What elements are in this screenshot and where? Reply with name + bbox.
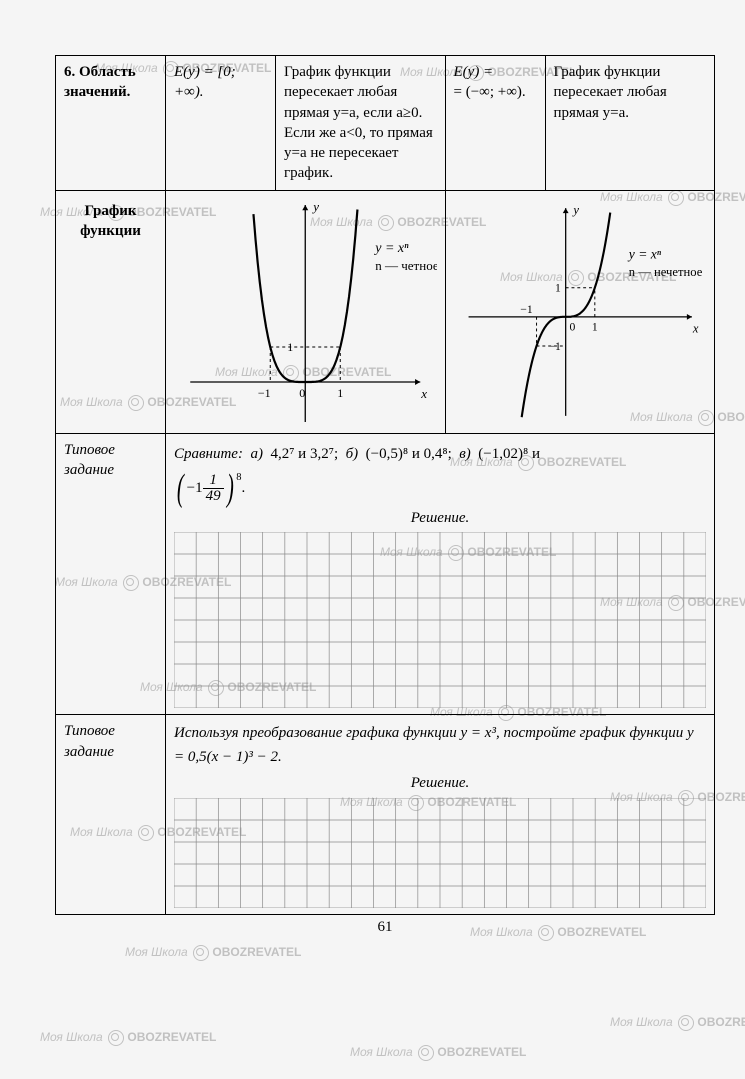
task2-body-cell: Используя преобразование графика функции… <box>166 715 715 914</box>
range-c4: График функции пересекает любая прямая y… <box>554 64 667 121</box>
task1-c-body: (−1,02)⁸ и <box>478 446 540 462</box>
task1-a-body: 4,2⁷ и 3,2⁷; <box>270 446 338 462</box>
lparen-icon: ( <box>177 477 184 500</box>
svg-text:x: x <box>420 386 427 401</box>
range-label-cell: 6. Область значений. <box>56 56 166 191</box>
task1-label: Типовое задание <box>64 442 115 478</box>
frac-den: 49 <box>203 489 224 504</box>
task2-prompt: Используя преобразование графика функции… <box>174 721 706 769</box>
task2-label: Типовое задание <box>64 723 115 759</box>
svg-text:1: 1 <box>591 320 597 333</box>
task1-grid <box>174 532 706 708</box>
svg-text:n — четное: n — четное <box>375 258 436 273</box>
row-range: 6. Область значений. E(y) = [0; +∞). Гра… <box>56 56 715 191</box>
page-content: 6. Область значений. E(y) = [0; +∞). Гра… <box>55 55 715 936</box>
svg-text:y: y <box>311 199 319 214</box>
chart-even: x y −1 0 1 1 y = xⁿ n — четное <box>174 197 437 427</box>
chart-odd-cell: x y −1 0 1 1 −1 y = xⁿ n — нечетное <box>445 190 715 433</box>
task2-grid <box>174 798 706 908</box>
task1-lead: Сравните: <box>174 446 243 462</box>
page-number: 61 <box>55 919 715 936</box>
fraction: 149 <box>203 473 224 504</box>
svg-text:n — нечетное: n — нечетное <box>628 265 702 279</box>
range-col4: График функции пересекает любая прямая y… <box>545 56 715 191</box>
range-c1: E(y) = [0; +∞). <box>174 64 236 100</box>
chart-even-cell: x y −1 0 1 1 y = xⁿ n — четное <box>166 190 446 433</box>
svg-text:1: 1 <box>287 340 293 354</box>
row-task2: Типовое задание Используя преобразование… <box>56 715 715 914</box>
svg-text:y: y <box>571 202 579 216</box>
task2-text: Используя преобразование графика функции… <box>174 725 694 765</box>
range-c3a: E(y) = <box>454 64 494 80</box>
row-graph: График функции x y −1 0 1 1 y = xⁿ n — ч… <box>56 190 715 433</box>
range-col3: E(y) = = (−∞; +∞). <box>445 56 545 191</box>
task2-label-cell: Типовое задание <box>56 715 166 914</box>
chart-odd: x y −1 0 1 1 −1 y = xⁿ n — нечетное <box>454 197 707 427</box>
frac-num: 1 <box>203 473 224 489</box>
graph-label: График функции <box>80 203 141 239</box>
graph-label-cell: График функции <box>56 190 166 433</box>
task1-c-label: в) <box>459 446 471 462</box>
rparen-icon: ) <box>226 477 233 500</box>
task1-label-cell: Типовое задание <box>56 433 166 715</box>
task1-solution-hdr: Решение. <box>174 508 706 528</box>
svg-text:1: 1 <box>554 281 560 294</box>
task1-b-body: (−0,5)⁸ и 0,4⁸; <box>366 446 452 462</box>
svg-text:y = xⁿ: y = xⁿ <box>626 246 661 261</box>
frac-whole: −1 <box>187 480 203 496</box>
range-c2: График функции пересекает любая прямая y… <box>284 64 433 181</box>
task1-b-label: б) <box>346 446 359 462</box>
svg-text:x: x <box>691 321 698 335</box>
row-num: 6. <box>64 64 75 80</box>
svg-text:−1: −1 <box>548 339 561 352</box>
range-col2: График функции пересекает любая прямая y… <box>276 56 446 191</box>
task1-a-label: а) <box>250 446 263 462</box>
svg-text:−1: −1 <box>258 386 271 400</box>
task1-prompt: Сравните: а) 4,2⁷ и 3,2⁷; б) (−0,5)⁸ и 0… <box>174 440 706 505</box>
range-label: Область значений. <box>64 64 136 100</box>
svg-text:1: 1 <box>337 386 343 400</box>
task2-solution-hdr: Решение. <box>174 773 706 793</box>
row-task1: Типовое задание Сравните: а) 4,2⁷ и 3,2⁷… <box>56 433 715 715</box>
svg-text:0: 0 <box>299 386 305 400</box>
range-c3b: = (−∞; +∞). <box>454 84 526 100</box>
main-table: 6. Область значений. E(y) = [0; +∞). Гра… <box>55 55 715 915</box>
task1-body-cell: Сравните: а) 4,2⁷ и 3,2⁷; б) (−0,5)⁸ и 0… <box>166 433 715 715</box>
svg-text:0: 0 <box>569 320 575 333</box>
range-col1: E(y) = [0; +∞). <box>166 56 276 191</box>
svg-text:−1: −1 <box>520 302 533 315</box>
svg-text:y = xⁿ: y = xⁿ <box>373 241 409 256</box>
